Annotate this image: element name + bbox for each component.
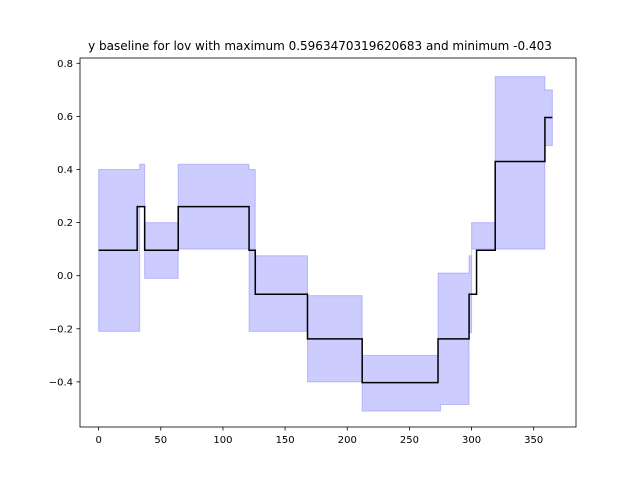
chart-title: y baseline for lov with maximum 0.596347… bbox=[88, 39, 552, 53]
y-tick-label: 0.8 bbox=[57, 59, 73, 70]
x-tick-label: 100 bbox=[213, 435, 232, 446]
x-tick-label: 150 bbox=[276, 435, 295, 446]
y-tick-label: −0.4 bbox=[49, 377, 73, 388]
x-tick-label: 200 bbox=[338, 435, 357, 446]
y-axis: −0.4 −0.2 0.0 0.2 0.4 0.6 0.8 bbox=[49, 59, 80, 388]
y-tick-label: 0.4 bbox=[57, 165, 73, 176]
y-tick-label: −0.2 bbox=[49, 324, 73, 335]
baseline-series-line bbox=[98, 116, 553, 384]
x-tick-label: 250 bbox=[400, 435, 419, 446]
plot-area bbox=[98, 76, 553, 412]
axes-frame bbox=[79, 57, 577, 428]
confidence-band bbox=[98, 76, 553, 412]
confidence-band-layer bbox=[98, 76, 553, 412]
x-axis: 0 50 100 150 200 250 300 350 bbox=[95, 427, 543, 446]
x-tick-label: 0 bbox=[95, 435, 101, 446]
x-tick-label: 300 bbox=[462, 435, 481, 446]
baseline-line-layer bbox=[98, 116, 553, 384]
y-tick-label: 0.0 bbox=[57, 271, 73, 282]
y-tick-label: 0.2 bbox=[57, 218, 73, 229]
y-tick-label: 0.6 bbox=[57, 112, 73, 123]
x-tick-label: 50 bbox=[154, 435, 167, 446]
x-tick-label: 350 bbox=[524, 435, 543, 446]
